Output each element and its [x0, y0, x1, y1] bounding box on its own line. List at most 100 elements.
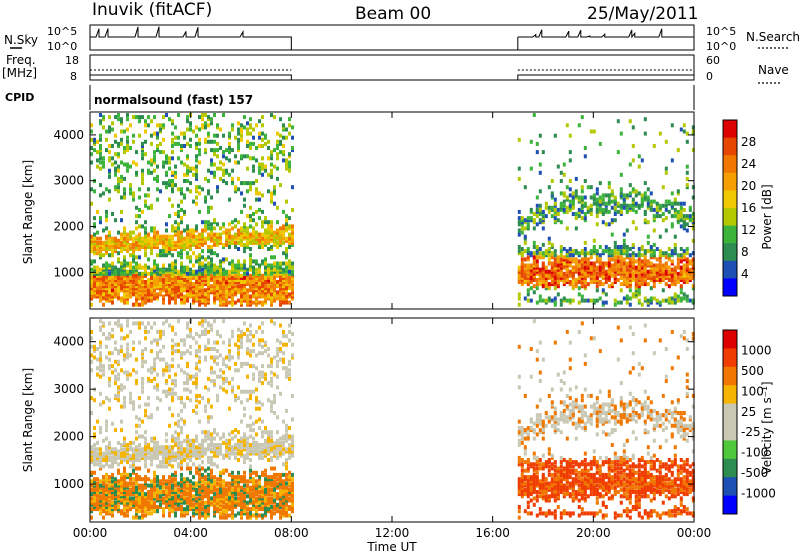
power-cell: [523, 296, 527, 301]
power-cell: [565, 298, 569, 303]
power-cell: [231, 267, 234, 272]
power-cell: [201, 230, 204, 235]
power-cell: [90, 187, 93, 192]
power-cell: [258, 144, 261, 148]
power-cell: [132, 278, 135, 282]
power-cell: [222, 278, 225, 282]
velocity-cell: [204, 404, 207, 409]
velocity-cell: [186, 509, 189, 514]
power-cell: [150, 158, 153, 163]
velocity-cell: [99, 355, 102, 360]
power-cell: [661, 253, 665, 258]
velocity-cell: [222, 487, 225, 492]
velocity-cell: [120, 487, 123, 492]
velocity-cell: [90, 451, 93, 456]
velocity-cell: [198, 481, 201, 486]
velocity-cell: [159, 447, 162, 452]
power-cell: [649, 271, 653, 276]
velocity-cell: [180, 440, 183, 445]
velocity-cell: [96, 419, 99, 424]
velocity-cell: [177, 436, 180, 441]
power-cell: [93, 137, 96, 142]
power-cell: [126, 113, 129, 117]
power-cell: [132, 253, 135, 258]
power-cell: [147, 240, 150, 245]
power-cell: [610, 273, 614, 278]
power-cell: [282, 224, 285, 229]
power-cell: [604, 201, 608, 206]
velocity-cell: [99, 464, 102, 469]
velocity-cell: [90, 500, 93, 505]
power-cell: [231, 259, 234, 264]
power-cell: [177, 214, 180, 219]
velocity-cell: [168, 387, 171, 392]
power-cell: [99, 160, 102, 165]
power-cell: [120, 275, 123, 280]
power-cell: [553, 203, 557, 208]
power-cell: [183, 247, 186, 251]
power-cell: [544, 298, 548, 303]
velocity-cell: [126, 353, 129, 358]
velocity-cell: [225, 447, 228, 452]
power-cell: [249, 261, 252, 266]
power-cell: [258, 288, 261, 293]
velocity-cell: [156, 351, 159, 356]
power-cell: [691, 284, 695, 289]
power-cell: [201, 255, 204, 260]
power-cell: [108, 265, 111, 270]
velocity-cell: [201, 513, 204, 518]
power-cell: [168, 197, 171, 202]
power-cell: [120, 284, 123, 289]
power-cell: [117, 275, 120, 280]
power-cell: [138, 207, 141, 212]
velocity-cell: [174, 421, 177, 426]
power-cell: [240, 234, 243, 239]
power-cell: [96, 269, 99, 274]
power-cell: [619, 275, 623, 280]
power-cell: [646, 197, 650, 202]
power-cell: [228, 234, 231, 239]
power-cell: [604, 275, 608, 280]
power-cell: [556, 284, 560, 289]
power-cell: [282, 275, 285, 280]
power-cell: [198, 152, 201, 157]
velocity-cell: [123, 385, 126, 390]
power-cell: [526, 282, 530, 287]
power-cell: [586, 207, 590, 212]
velocity-cell: [144, 496, 147, 501]
power-cell: [174, 278, 177, 282]
velocity-cell: [153, 470, 156, 475]
velocity-cell: [108, 398, 111, 403]
power-cell: [195, 201, 198, 206]
power-cell: [285, 162, 288, 167]
power-cell: [261, 282, 264, 287]
velocity-cell: [186, 455, 189, 460]
power-cell: [168, 238, 171, 243]
velocity-cell: [216, 453, 219, 458]
power-cell: [213, 242, 216, 247]
velocity-cell: [108, 451, 111, 456]
velocity-cell: [213, 509, 216, 514]
velocity-cell: [159, 462, 162, 467]
power-cell: [646, 201, 650, 206]
velocity-cell: [129, 507, 132, 512]
power-cell: [670, 259, 674, 264]
velocity-cell: [222, 498, 225, 503]
power-cell: [117, 271, 120, 276]
velocity-cell: [117, 483, 120, 488]
velocity-cell: [141, 483, 144, 488]
power-cell: [195, 168, 198, 173]
power-cell: [234, 240, 237, 245]
power-cell: [652, 218, 656, 223]
power-cell: [279, 282, 282, 287]
power-cell: [601, 193, 605, 198]
power-cell: [664, 139, 668, 144]
power-cell: [625, 267, 629, 272]
power-cell: [634, 294, 638, 299]
power-cell: [210, 230, 213, 235]
velocity-cell: [183, 381, 186, 386]
velocity-cell: [225, 468, 228, 473]
power-cell: [246, 127, 249, 132]
power-cell: [670, 201, 674, 206]
velocity-cell: [183, 342, 186, 347]
